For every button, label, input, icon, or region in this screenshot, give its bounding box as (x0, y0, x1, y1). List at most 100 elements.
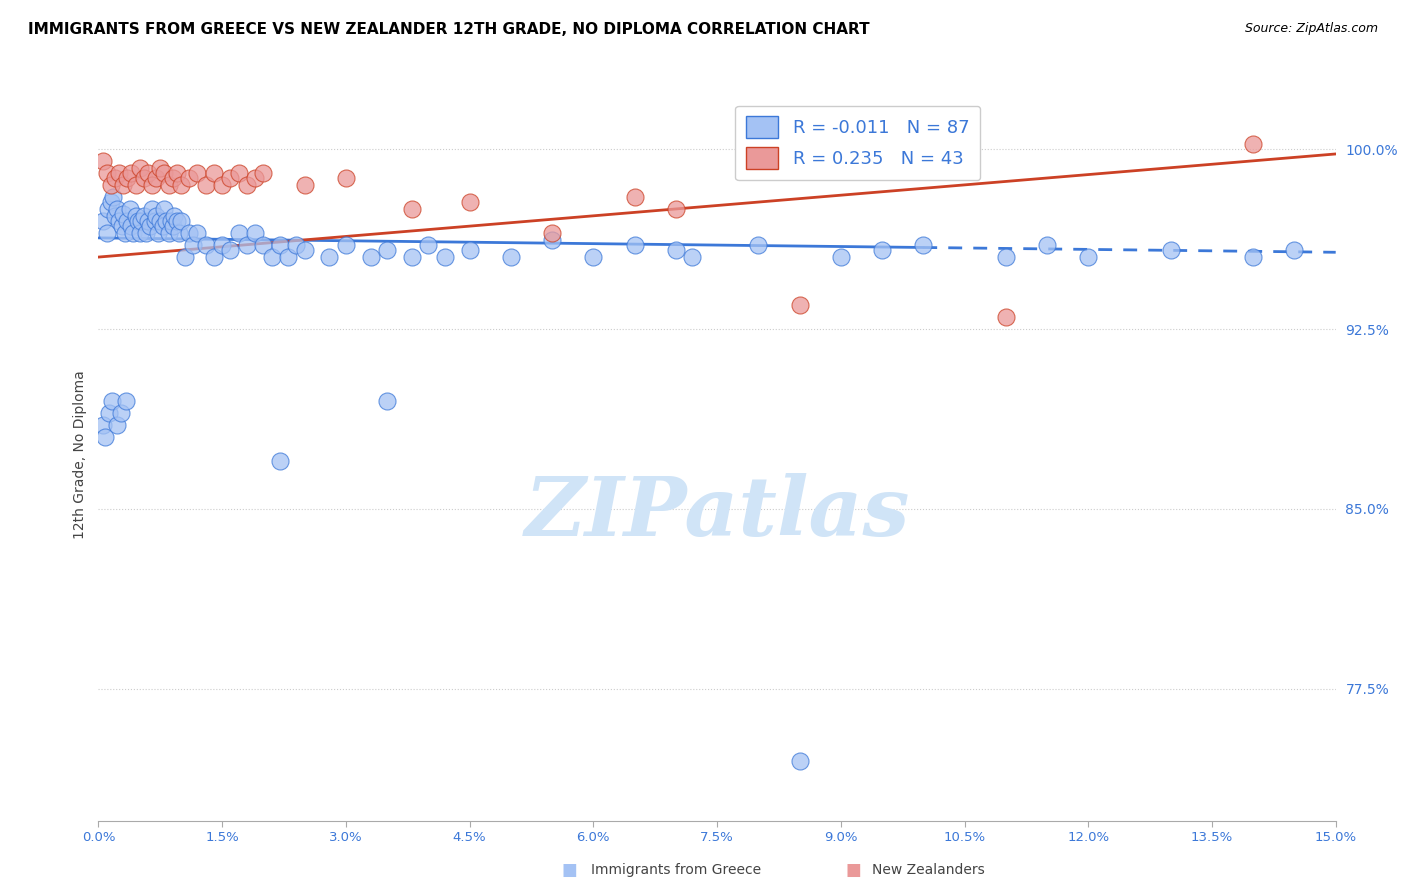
Point (117, 170, 139, 185)
Point (870, 243, 893, 257)
Point (91, 154, 114, 169)
Point (96, 166, 118, 180)
Point (124, 209, 146, 223)
Point (665, 243, 688, 257)
Point (994, 310, 1017, 324)
Point (100, 194, 122, 209)
Point (112, 178, 135, 193)
Point (120, 166, 142, 180)
Point (131, 214, 153, 228)
Point (747, 238, 769, 252)
Text: New Zealanders: New Zealanders (872, 863, 984, 877)
Point (128, 161, 150, 176)
Point (136, 214, 159, 228)
Point (335, 238, 357, 252)
Point (132, 209, 155, 223)
Point (1241, 137, 1264, 152)
Point (98, 406, 121, 420)
Point (433, 250, 456, 264)
Point (582, 250, 605, 264)
Point (375, 243, 398, 257)
Point (166, 166, 188, 180)
Point (127, 214, 149, 228)
Point (1077, 250, 1099, 264)
Point (114, 226, 136, 240)
Point (93, 417, 115, 432)
Point (94, 430, 117, 444)
Point (97, 202, 120, 216)
Point (120, 219, 142, 233)
Point (136, 166, 159, 180)
Point (1036, 238, 1059, 252)
Point (162, 170, 184, 185)
Point (194, 178, 217, 193)
Point (252, 238, 274, 252)
Point (1284, 243, 1306, 257)
Point (186, 166, 208, 180)
Point (118, 202, 141, 216)
Point (252, 166, 274, 180)
Point (211, 178, 233, 193)
Point (124, 178, 146, 193)
Point (149, 214, 172, 228)
Point (375, 394, 398, 409)
Text: Immigrants from Greece: Immigrants from Greece (591, 863, 761, 877)
Point (1241, 250, 1264, 264)
Point (135, 226, 157, 240)
Point (202, 166, 225, 180)
Text: ■: ■ (845, 861, 862, 879)
Point (96, 226, 118, 240)
Text: ZIPatlas: ZIPatlas (524, 474, 910, 553)
Point (401, 202, 423, 216)
Point (145, 170, 167, 185)
Point (132, 170, 155, 185)
Point (157, 178, 180, 193)
Point (167, 226, 190, 240)
Point (108, 166, 131, 180)
Point (104, 209, 127, 223)
Point (155, 214, 177, 228)
Point (149, 161, 172, 176)
Point (163, 209, 186, 223)
Point (243, 226, 266, 240)
Point (101, 394, 124, 409)
Point (665, 202, 688, 216)
Point (236, 178, 259, 193)
Point (110, 219, 132, 233)
Point (360, 250, 382, 264)
Point (994, 250, 1017, 264)
Point (269, 454, 291, 468)
Point (170, 178, 193, 193)
Point (194, 238, 217, 252)
Point (104, 170, 127, 185)
Point (138, 219, 160, 233)
Point (160, 214, 183, 228)
Point (1160, 243, 1182, 257)
Point (219, 243, 242, 257)
Point (100, 178, 122, 193)
Point (211, 238, 233, 252)
Point (117, 214, 139, 228)
Point (122, 226, 145, 240)
Point (174, 250, 197, 264)
Point (105, 417, 128, 432)
Point (243, 170, 266, 185)
Point (458, 194, 481, 209)
Point (141, 178, 163, 193)
Point (277, 250, 299, 264)
Legend: R = -0.011   N = 87, R = 0.235   N = 43: R = -0.011 N = 87, R = 0.235 N = 43 (735, 105, 980, 180)
Point (179, 170, 201, 185)
Point (110, 406, 132, 420)
Point (128, 226, 150, 240)
Point (181, 238, 204, 252)
Point (830, 250, 852, 264)
Text: Source: ZipAtlas.com: Source: ZipAtlas.com (1244, 22, 1378, 36)
Point (541, 233, 564, 247)
Point (228, 226, 250, 240)
Point (541, 226, 564, 240)
Point (143, 214, 166, 228)
Y-axis label: 12th Grade, No Diploma: 12th Grade, No Diploma (73, 370, 87, 540)
Point (186, 226, 208, 240)
Point (681, 250, 703, 264)
Point (219, 170, 242, 185)
